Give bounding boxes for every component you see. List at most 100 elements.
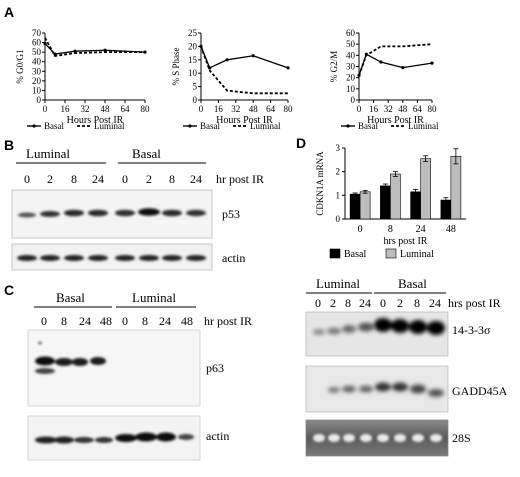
x-tick-label: 48 [101, 104, 111, 114]
data-point [401, 66, 405, 70]
blot-band [74, 437, 94, 443]
blot-band [54, 436, 74, 444]
y-tick-label: 1 [336, 190, 341, 200]
blot-band [186, 255, 206, 261]
panel-label-a: A [4, 4, 14, 20]
blot-d-1433s-membrane [305, 311, 449, 357]
blot-b-lane: 8 [169, 172, 175, 186]
blot-band [18, 212, 36, 218]
legend-marker-basal [32, 124, 36, 128]
legend-label-basal: Basal [200, 121, 220, 131]
data-point [73, 49, 77, 53]
blot-c-lane: 24 [79, 314, 91, 328]
data-point [43, 41, 47, 46]
y-tick-label: 70 [32, 28, 42, 38]
y-tick-label: 0 [193, 95, 198, 105]
s-phase-line-chart: 0 5 10 15 20 25 0 16 32 48 64 80 % S Phase Hours Post… [171, 28, 293, 131]
y-tick-label: 10 [32, 85, 42, 95]
legend-label-luminal: Luminal [400, 249, 434, 260]
x-tick-label: 48 [446, 224, 456, 235]
bar-basal [349, 193, 361, 220]
blot-band [359, 385, 373, 393]
blot-d-lane: 0 [380, 296, 386, 310]
blot-band [178, 434, 194, 440]
y-tick-label: 5 [193, 82, 198, 92]
x-tick-label: 8 [388, 224, 393, 235]
blot-band [342, 325, 356, 333]
blot-band [186, 209, 206, 217]
data-point [430, 61, 434, 65]
x-tick-label: 80 [284, 104, 294, 114]
blot-c: Basal Luminal 0 8 24 48 0 8 24 48 hr pos… [27, 290, 252, 461]
bar-luminal [359, 191, 371, 220]
x-tick-label: 80 [428, 104, 438, 114]
blot-d-lane: 24 [429, 296, 441, 310]
blot-b-lane: 24 [190, 172, 202, 186]
bar-basal [410, 191, 421, 220]
y-tick-label: 2 [336, 167, 341, 177]
panel-label-c: C [4, 282, 14, 298]
legend-label-luminal: Luminal [94, 121, 125, 131]
blot-b-label-actin: actin [222, 251, 245, 265]
data-point [286, 66, 290, 70]
blot-band [90, 357, 106, 365]
x-axis-label: Hours Post IR [67, 115, 124, 126]
blot-band [156, 432, 176, 442]
blot-c-p63-membrane [27, 329, 201, 407]
blot-band [394, 434, 406, 442]
y-tick-label: 0 [37, 95, 42, 105]
y-axis-label: CDKN1A mRNA [315, 151, 325, 216]
y-tick-label: 30 [32, 66, 42, 76]
legend-swatch-luminal [385, 248, 397, 259]
y-tick-label: 20 [32, 76, 42, 86]
blot-band [88, 209, 108, 217]
bar-basal [440, 199, 452, 220]
legend-marker-basal [188, 124, 192, 128]
blot-b-lane-caption: hr post IR [216, 172, 264, 186]
blot-d-label-28s: 28S [452, 431, 471, 445]
y-tick-label: 10 [188, 68, 198, 78]
blot-b-actin-bands [17, 255, 206, 261]
blot-band [374, 318, 392, 332]
x-tick-label: 0 [358, 224, 363, 235]
y-axis-label: % S Phase [171, 47, 181, 85]
blot-b-lane: 2 [146, 172, 152, 186]
blot-band [135, 432, 157, 442]
blot-band [358, 322, 374, 332]
x-tick-label: 64 [266, 104, 276, 114]
blot-band [139, 255, 159, 261]
blot-d-gadd45a-bands [328, 382, 444, 397]
legend-label-basal: Basal [344, 249, 366, 260]
blot-d-lane: 24 [359, 296, 371, 310]
x-tick-label: 80 [141, 104, 151, 114]
blot-band [17, 255, 37, 261]
blot-band [327, 327, 341, 335]
blot-b-lane: 24 [92, 172, 104, 186]
y-tick-label: 3 [336, 143, 341, 153]
blot-band [162, 209, 182, 217]
blot-band [328, 387, 340, 393]
blot-d-lane: 0 [315, 296, 321, 310]
blot-b-lane: 2 [47, 172, 53, 186]
y-tick-label: 0 [336, 214, 341, 224]
blot-c-lane: 8 [142, 314, 148, 328]
bar-basal [380, 185, 391, 220]
blot-band [72, 358, 88, 366]
y-tick-label: 60 [346, 28, 356, 38]
blot-d-label-gadd45a: GADD45A [452, 384, 508, 398]
legend-label-luminal: Luminal [408, 121, 439, 131]
blot-band [35, 368, 55, 374]
blot-c-lane: 48 [181, 314, 193, 328]
blot-d-lane-caption: hrs post IR [448, 296, 501, 310]
series-line-luminal [44, 37, 145, 57]
y-axis-label: % G2/M [329, 51, 339, 82]
blot-band [115, 209, 135, 217]
bar-luminal [450, 155, 462, 220]
y-tick-label: 20 [346, 73, 356, 83]
blot-c-label-actin: actin [206, 429, 229, 443]
blot-c-lane: 8 [61, 314, 67, 328]
blot-band [409, 320, 427, 334]
x-tick-label: 32 [231, 104, 240, 114]
cdkn1a-bar-chart: 0 1 2 3 CDKN1A mRNA 0 8 24 48 hrs post IR Basal Lum… [315, 143, 466, 260]
